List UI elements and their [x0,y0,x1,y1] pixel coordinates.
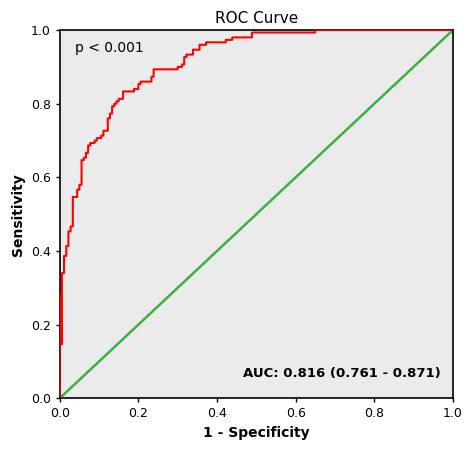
Y-axis label: Sensitivity: Sensitivity [11,173,25,256]
Title: ROC Curve: ROC Curve [215,11,298,26]
Text: AUC: 0.816 (0.761 - 0.871): AUC: 0.816 (0.761 - 0.871) [244,367,441,380]
X-axis label: 1 - Specificity: 1 - Specificity [203,426,310,440]
Text: p < 0.001: p < 0.001 [75,41,144,55]
